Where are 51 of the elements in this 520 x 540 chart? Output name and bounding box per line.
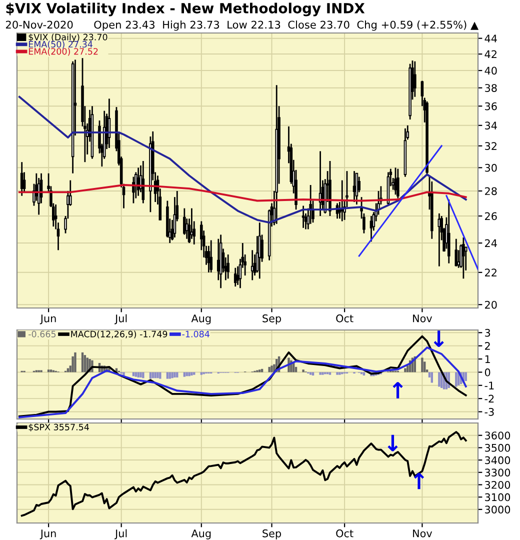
annotation: ↓: [388, 434, 398, 452]
x-tick-label: Aug: [191, 314, 211, 324]
y-tick-label: 3300: [485, 468, 510, 476]
legend-label: EMA(200) 27.52: [28, 48, 98, 56]
x-tick-label: Sep: [262, 529, 282, 540]
y-tick-label: 3200: [485, 480, 510, 489]
legend-label: EMA(50) 27.34: [28, 40, 92, 49]
legend-label: -0.665: [28, 330, 56, 338]
annotation: ↓: [434, 330, 444, 347]
y-tick-label: 3500: [485, 444, 510, 452]
y-tick-label: 42: [484, 50, 496, 58]
y-tick-label: 24: [485, 239, 497, 247]
y-tick-label: 44: [484, 34, 497, 42]
y-tick-label: 26: [485, 212, 497, 220]
y-tick-label: 34: [485, 122, 497, 130]
annotation: ↑: [392, 382, 403, 398]
y-tick-label: 32: [485, 142, 496, 150]
y-tick-label: 3100: [485, 493, 510, 502]
legend-label: MACD(12,26,9) -1.749: [71, 330, 168, 338]
x-tick-label: Jul: [114, 529, 127, 540]
x-tick-label: Nov: [413, 314, 432, 322]
legend-label: $SPX 3557.54: [28, 424, 89, 432]
y-tick-label: -1: [484, 382, 494, 390]
y-tick-label: -2: [484, 394, 494, 403]
y-tick-label: 0: [484, 368, 490, 376]
x-tick-label: Jul: [114, 314, 127, 324]
x-tick-label: Aug: [191, 530, 211, 540]
y-tick-label: 3600: [485, 432, 510, 440]
y-tick-label: 2: [485, 342, 490, 350]
x-tick-label: Oct: [336, 529, 354, 538]
chart-subtitle: 20-Nov-2020 Open 23.43 High 23.73 Low 22.13 Close 23.70 Chg +0.59 (+2.55%) ▲: [6, 20, 479, 31]
y-tick-label: 3000: [485, 506, 510, 514]
x-tick-label: Jun: [40, 314, 56, 324]
y-tick-label: 22: [485, 268, 496, 276]
y-tick-label: 3400: [485, 456, 510, 464]
y-tick-label: 1: [485, 355, 490, 363]
x-tick-label: Jun: [40, 530, 56, 540]
y-tick-label: 30: [485, 164, 497, 172]
x-tick-label: Sep: [262, 314, 282, 324]
annotation: ↑: [414, 472, 424, 490]
y-tick-label: -3: [484, 408, 494, 416]
y-tick-label: 3: [485, 328, 490, 337]
y-tick-label: 20: [485, 300, 497, 309]
chart-title: $VIX Volatility Index - New Methodology INDX: [6, 2, 365, 16]
y-tick-label: 40: [484, 66, 497, 75]
legend-label: -1.084: [182, 330, 210, 338]
x-tick-label: Nov: [413, 530, 432, 538]
y-tick-label: 36: [485, 102, 497, 110]
y-tick-label: 28: [485, 187, 497, 196]
x-tick-label: Oct: [336, 314, 354, 322]
y-tick-label: 38: [485, 84, 497, 92]
